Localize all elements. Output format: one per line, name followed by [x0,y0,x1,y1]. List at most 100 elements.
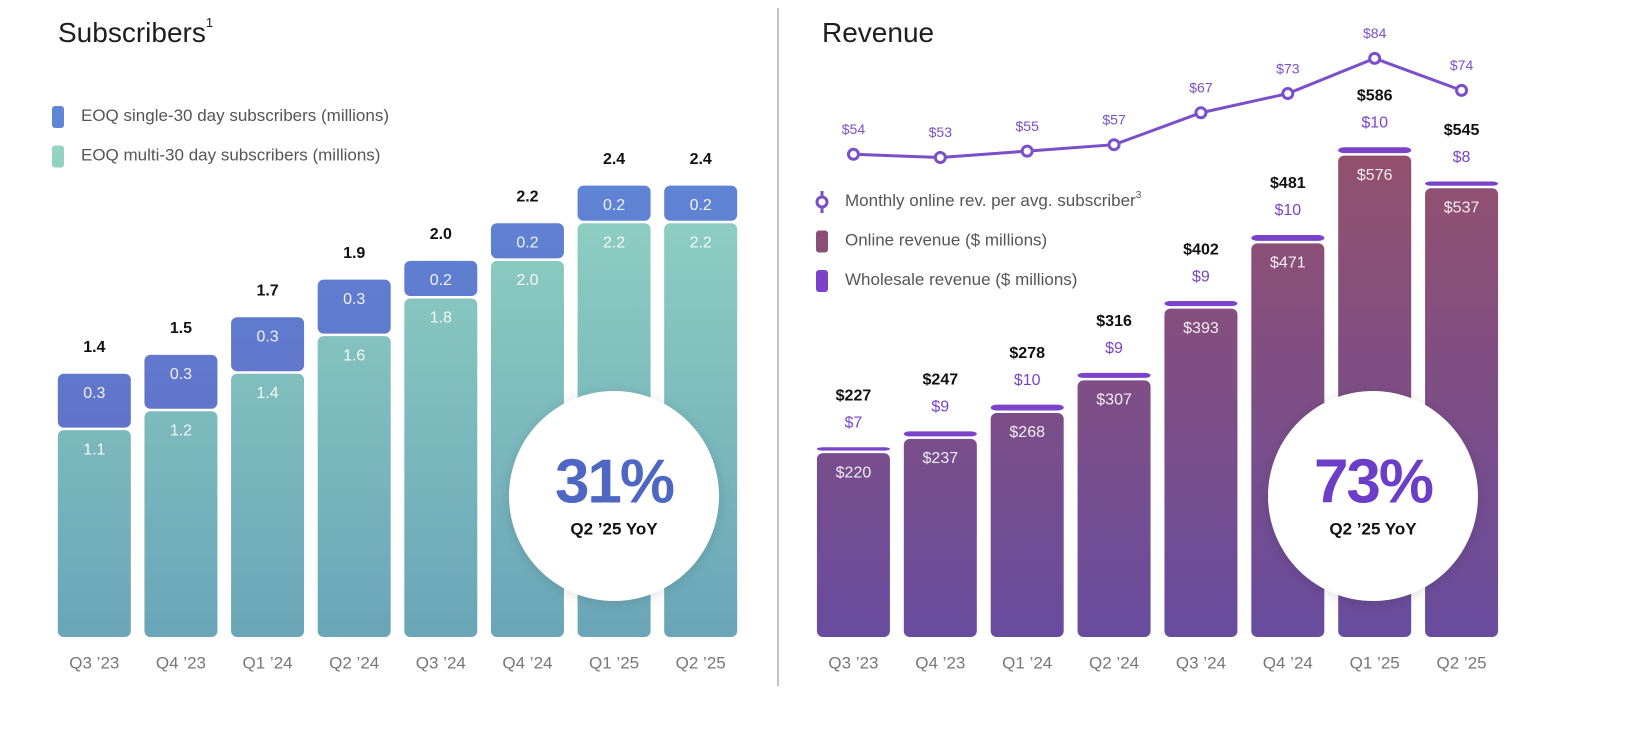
point-label: $57 [1102,111,1126,127]
bar-segment [903,438,977,637]
line-point [1455,83,1469,97]
x-tick-label: Q4 ’23 [156,653,206,672]
chart-title: Subscribers1 [58,15,213,48]
segment-label: 2.2 [603,234,625,251]
segment-label: 2.2 [690,234,712,251]
total-label: 1.5 [170,320,192,337]
badge-value: 73% [1314,447,1433,516]
segment-label: 1.8 [430,310,452,327]
segment-label: 0.3 [170,366,192,383]
x-tick-label: Q3 ’23 [69,653,119,672]
segment-label: $10 [1361,114,1388,131]
subscribers-chart: Subscribers1 EOQ single-30 day subscriber… [52,15,738,672]
bar-segment [1425,181,1499,186]
badge [509,391,719,601]
chart-title: Revenue [822,17,934,48]
bar-segment [816,447,890,451]
bar-segment [404,260,478,296]
title-text: Revenue [822,17,934,48]
segment-label: 1.2 [170,423,192,440]
legend-marker-icon [815,195,829,209]
badge-value: 31% [555,447,674,516]
title-footnote: 1 [206,15,213,30]
x-tick-label: Q1 ’24 [243,653,293,672]
line-point [846,147,860,161]
point-label: $54 [842,121,866,137]
total-label: 1.9 [343,245,365,262]
segment-label: $576 [1357,167,1393,184]
segment-label: $10 [1274,202,1301,219]
segment-label: $393 [1183,320,1219,337]
bar-segment [1251,235,1325,241]
x-tick-label: Q3 ’23 [828,653,878,672]
bar-segment [816,453,890,637]
total-label: $227 [836,388,872,405]
total-label: $481 [1270,175,1306,192]
segment-label: 1.6 [343,347,365,364]
point-label: $73 [1276,60,1300,76]
segment-label: $307 [1096,392,1132,409]
point-label: $55 [1016,118,1040,134]
legend-label: EOQ single-30 day subscribers (millions) [81,106,389,125]
total-label: $402 [1183,241,1219,258]
segment-label: $537 [1444,199,1480,216]
segment-label: $10 [1014,372,1041,389]
total-label: $278 [1009,345,1045,362]
line-series [853,56,1463,159]
x-tick-label: Q4 ’24 [502,653,552,672]
bar-segment [1164,301,1238,307]
legend-label: EOQ multi-30 day subscribers (millions) [81,146,380,165]
total-label: $545 [1444,122,1480,139]
segment-label: 0.3 [343,291,365,308]
point-label: $84 [1363,25,1387,41]
segment-label: 0.3 [83,385,105,402]
legend-label: Monthly online rev. per avg. subscriber3 [845,190,1142,211]
bar-segment [1077,372,1151,378]
badge-label: Q2 ’25 YoY [1329,519,1417,538]
legend-label: Online revenue ($ millions) [845,231,1047,250]
line-point [1281,87,1295,101]
bar-segment [1338,147,1412,154]
total-label: $586 [1357,87,1393,104]
total-label: $247 [923,372,959,389]
bar-segment [317,279,391,334]
segment-label: $471 [1270,255,1306,272]
segment-label: 0.2 [430,272,452,289]
segment-label: $9 [1192,268,1210,285]
bar-segment [144,354,218,409]
bar-segment [404,298,478,637]
legend-text: Wholesale revenue ($ millions) [845,270,1077,289]
bar-segment [231,317,305,372]
segment-label: 2.0 [516,272,538,289]
point-label: $53 [929,124,953,140]
x-tick-label: Q1 ’24 [1002,653,1052,672]
legend-label: Wholesale revenue ($ millions) [845,270,1077,289]
bar-segment [903,431,977,437]
x-tick-label: Q2 ’25 [676,653,726,672]
legend-text: Online revenue ($ millions) [845,231,1047,250]
badge-label: Q2 ’25 YoY [570,519,658,538]
x-tick-label: Q1 ’25 [1350,653,1400,672]
bar-segment [231,373,305,637]
segment-label: $237 [923,450,959,467]
segment-label: 0.2 [516,234,538,251]
legend-swatch [816,230,828,253]
point-label: $67 [1189,79,1213,95]
total-label: 2.4 [603,151,625,168]
segment-label: 0.3 [256,328,278,345]
total-label: 2.2 [516,188,538,205]
legend-text: Monthly online rev. per avg. subscriber [845,191,1136,210]
legend-footnote: 3 [1136,190,1142,201]
total-label: 2.0 [430,226,452,243]
legend-text: EOQ multi-30 day subscribers (millions) [81,146,380,165]
x-tick-label: Q4 ’24 [1263,653,1313,672]
segment-label: $9 [931,399,949,416]
x-tick-label: Q3 ’24 [416,653,466,672]
legend-swatch [816,270,828,292]
segment-label: 0.2 [690,197,712,214]
bar-segment [57,430,131,637]
total-label: 2.4 [690,151,712,168]
segment-label: $7 [845,415,863,432]
